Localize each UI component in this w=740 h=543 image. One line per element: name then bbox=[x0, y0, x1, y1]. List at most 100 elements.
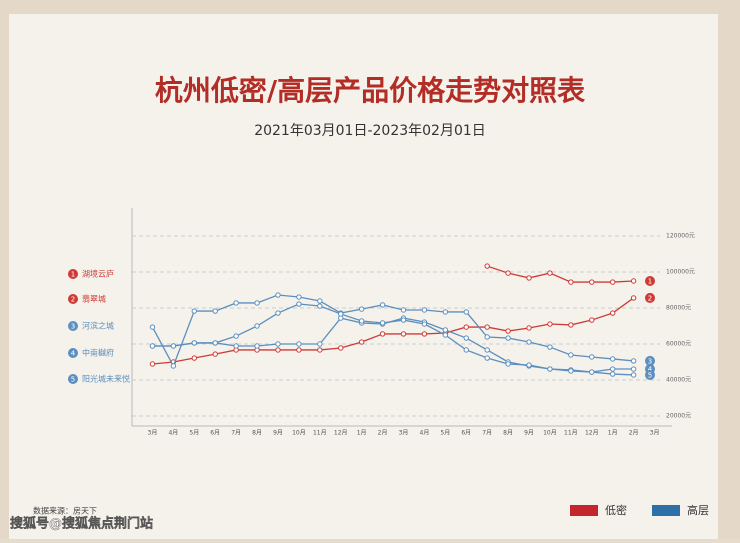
x-tick-label: 7月 bbox=[231, 430, 241, 437]
end-badge-label: 3 bbox=[648, 357, 652, 365]
x-tick-label: 3月 bbox=[399, 430, 409, 437]
y-tick-label: 120000元 bbox=[666, 233, 695, 240]
series-point bbox=[610, 279, 616, 285]
series-point bbox=[589, 369, 595, 375]
end-badge bbox=[645, 292, 655, 303]
series-point bbox=[610, 366, 616, 372]
watermark: 搜狐号@搜狐焦点荆门站 bbox=[10, 516, 153, 532]
legend-label: 翡翠城 bbox=[82, 294, 106, 304]
legend-label: 中南樾府 bbox=[82, 348, 114, 358]
series-point bbox=[254, 300, 260, 306]
x-tick-label: 1月 bbox=[357, 430, 367, 437]
series-point bbox=[484, 334, 490, 340]
series-point bbox=[568, 368, 574, 374]
end-badge-label: 4 bbox=[648, 366, 653, 374]
legend-badge bbox=[68, 348, 78, 358]
series-point bbox=[212, 351, 218, 357]
series-point bbox=[484, 324, 490, 330]
x-tick-label: 10月 bbox=[543, 430, 557, 437]
series-point bbox=[338, 311, 344, 317]
series-point bbox=[630, 358, 637, 364]
group-legend-label: 高层 bbox=[687, 503, 709, 517]
series-point bbox=[589, 279, 595, 285]
series-point bbox=[212, 308, 218, 314]
series-point bbox=[296, 301, 302, 307]
group-legend-swatch bbox=[570, 505, 598, 516]
series-point bbox=[233, 343, 239, 349]
series-point bbox=[630, 295, 637, 301]
x-tick-label: 6月 bbox=[461, 430, 471, 437]
series-point bbox=[442, 309, 449, 315]
legend-badge bbox=[68, 294, 78, 304]
x-tick-label: 7月 bbox=[482, 430, 492, 437]
series-point bbox=[442, 327, 449, 333]
series-point bbox=[212, 340, 218, 346]
card bbox=[9, 14, 718, 539]
x-tick-label: 8月 bbox=[503, 430, 513, 437]
series-point bbox=[317, 303, 323, 309]
series-point bbox=[170, 343, 177, 349]
end-badge bbox=[645, 276, 655, 286]
x-tick-label: 11月 bbox=[564, 430, 578, 437]
series-point bbox=[275, 341, 281, 347]
series-point bbox=[484, 355, 490, 361]
series-point bbox=[317, 347, 323, 353]
legend-badge-label: 1 bbox=[71, 271, 75, 279]
legend-label: 河滨之城 bbox=[82, 321, 114, 331]
series-line bbox=[152, 303, 634, 376]
chart-title: 杭州低密/高层产品价格走势对照表 bbox=[155, 74, 585, 107]
x-tick-label: 5月 bbox=[440, 430, 450, 437]
series-point bbox=[630, 372, 637, 378]
legend-label: 阳光城未来悦 bbox=[82, 374, 130, 384]
legend-badge-label: 4 bbox=[71, 350, 76, 358]
x-tick-label: 1月 bbox=[608, 430, 618, 437]
series-point bbox=[547, 366, 553, 372]
group-legend-label: 低密 bbox=[605, 503, 627, 517]
group-legend-swatch bbox=[652, 505, 680, 516]
y-tick-label: 80000元 bbox=[666, 305, 691, 312]
legend-badge-label: 5 bbox=[71, 376, 75, 384]
series-point bbox=[463, 309, 469, 315]
series-point bbox=[589, 354, 595, 360]
series-point bbox=[463, 335, 469, 341]
series-point bbox=[505, 270, 511, 276]
series-point bbox=[526, 275, 532, 281]
series-point bbox=[421, 307, 428, 313]
series-point bbox=[379, 331, 386, 337]
series-point bbox=[505, 328, 511, 334]
series-point bbox=[275, 292, 281, 298]
y-tick-label: 60000元 bbox=[666, 341, 691, 348]
series-point bbox=[526, 325, 532, 331]
series-point bbox=[149, 324, 156, 330]
series-point bbox=[338, 345, 344, 351]
series-point bbox=[358, 339, 365, 345]
series-point bbox=[233, 300, 239, 306]
series-point bbox=[442, 332, 449, 338]
series-point bbox=[379, 302, 386, 308]
series-point bbox=[630, 366, 637, 372]
x-tick-label: 2月 bbox=[629, 430, 639, 437]
legend-badge-label: 2 bbox=[71, 296, 75, 304]
series-point bbox=[400, 331, 407, 337]
legend-badge bbox=[68, 269, 78, 279]
series-point bbox=[149, 343, 156, 349]
series-point bbox=[191, 355, 198, 361]
series-point bbox=[568, 352, 574, 358]
series-point bbox=[421, 331, 428, 337]
series-point bbox=[484, 347, 490, 353]
series-point bbox=[149, 361, 156, 367]
series-point bbox=[275, 347, 281, 353]
series-point bbox=[630, 278, 637, 284]
series-point bbox=[610, 310, 616, 316]
end-badge-label: 2 bbox=[648, 294, 652, 302]
series-point bbox=[358, 306, 365, 312]
y-tick-label: 40000元 bbox=[666, 377, 691, 384]
series-line bbox=[152, 297, 635, 365]
end-badge-label: 1 bbox=[648, 278, 652, 286]
series-point bbox=[317, 298, 323, 304]
series-point bbox=[400, 307, 407, 313]
series-point bbox=[191, 308, 198, 314]
y-tick-label: 100000元 bbox=[666, 269, 695, 276]
